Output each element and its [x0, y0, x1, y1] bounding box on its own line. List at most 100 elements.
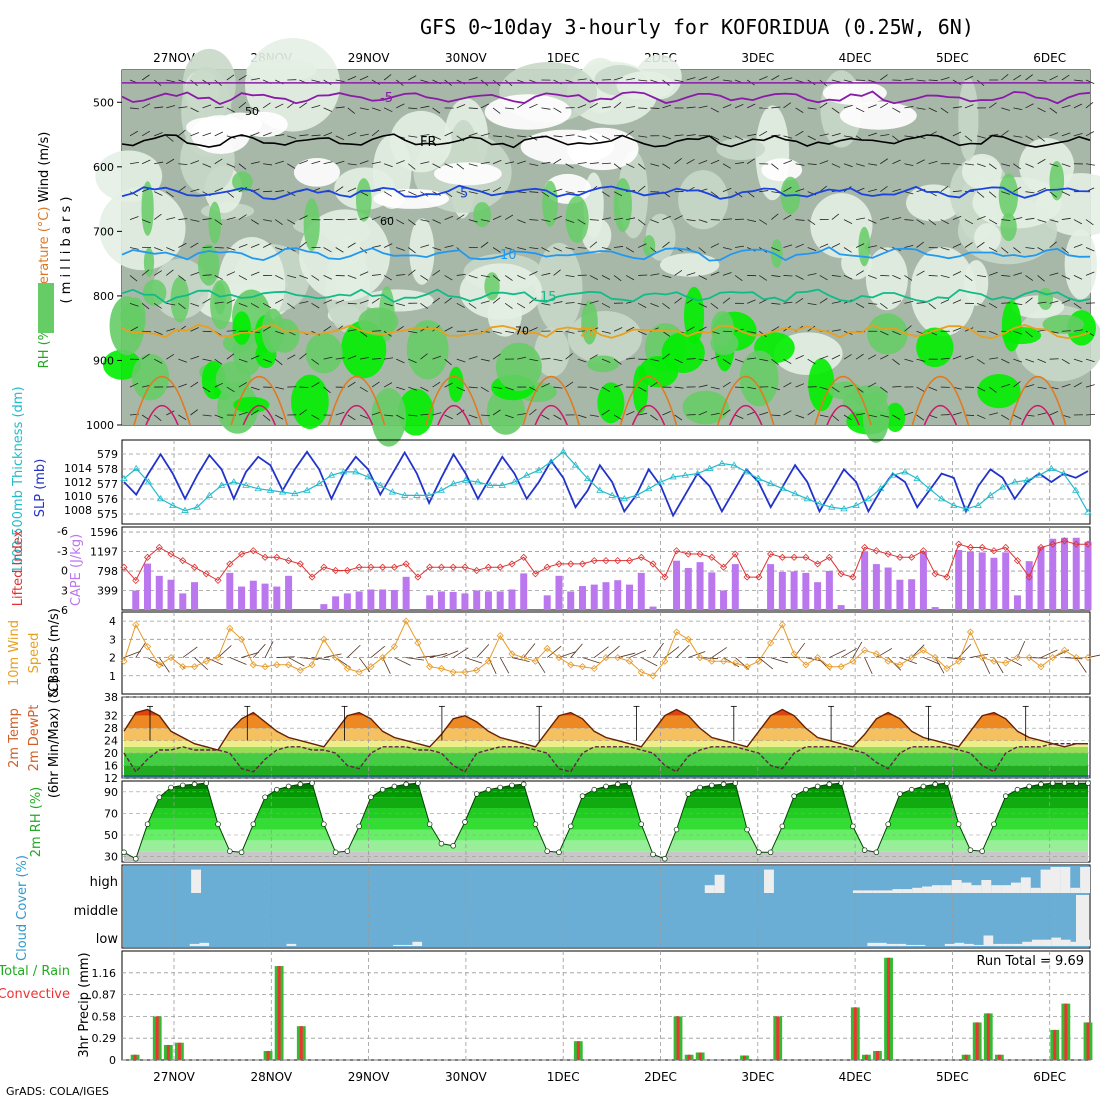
- rh-point: [191, 781, 198, 787]
- wind-barb: [880, 247, 889, 252]
- thickness-point: [645, 484, 653, 492]
- cape-bar: [1049, 538, 1057, 610]
- wind-barb: [129, 382, 139, 388]
- thickness-point: [510, 478, 519, 485]
- wind-speed-point: [731, 659, 739, 667]
- wind-barb: [420, 105, 430, 109]
- lifted-tick-label: 0: [61, 565, 68, 578]
- wind-barb: [347, 107, 356, 114]
- precip-convective-bar: [576, 1041, 580, 1060]
- wind-barb: [347, 132, 357, 137]
- wind-barb: [275, 330, 284, 335]
- wind-speed-point: [1049, 653, 1057, 662]
- lifted-point: [1049, 540, 1057, 548]
- thickness-point: [937, 495, 946, 502]
- cape-bar: [449, 591, 457, 610]
- precip-convective-bar: [166, 1044, 170, 1060]
- wind-barb: [1049, 272, 1059, 276]
- lifted-point: [367, 563, 375, 571]
- wind-barb: [250, 161, 260, 165]
- lifted-point: [355, 563, 363, 571]
- thickness-point: [864, 495, 873, 502]
- rh-region: [678, 170, 729, 230]
- cloud-high-bar: [852, 890, 863, 893]
- wind-speed-point: [602, 653, 610, 662]
- wind-barb: [178, 106, 188, 109]
- axis-label: 2m Temp: [7, 708, 22, 768]
- wind-barb: [299, 275, 309, 279]
- axis-label-part: (6hr Min/Max) (°C): [47, 678, 62, 798]
- wind-barb: [238, 102, 247, 109]
- wind-barb: [505, 161, 515, 165]
- wind-barb: [517, 160, 526, 165]
- rh-point: [791, 793, 797, 799]
- wind-barb: [214, 358, 223, 365]
- rh-region: [131, 353, 170, 401]
- wind-barb: [650, 163, 660, 167]
- wind-barb: [650, 381, 659, 388]
- wind-barb: [570, 643, 583, 658]
- wind-barb: [928, 275, 938, 277]
- wind-barb: [1001, 302, 1011, 304]
- y-tick-label: 4: [109, 615, 116, 628]
- thickness-tick-label: 575: [97, 508, 118, 521]
- wind-speed-point: [861, 646, 869, 654]
- wind-barb: [952, 327, 962, 332]
- wind-barb: [178, 163, 188, 166]
- wind-barb: [359, 300, 369, 304]
- lifted-point: [179, 557, 187, 565]
- wind-barb: [383, 243, 393, 248]
- wind-barb: [831, 163, 841, 168]
- wind-speed-point: [661, 657, 669, 665]
- wind-speed-point: [637, 668, 645, 676]
- rh-region: [390, 110, 452, 173]
- slp-tick-label: 1012: [64, 476, 92, 489]
- wind-speed-point: [1013, 653, 1022, 662]
- wind-barb: [492, 186, 502, 193]
- wind-barb: [613, 275, 622, 282]
- wind-barb: [613, 217, 624, 220]
- cloud-high-bar: [1020, 877, 1031, 893]
- wind-barb: [807, 302, 817, 306]
- wind-barb: [698, 326, 707, 332]
- wind-barb: [529, 409, 537, 416]
- rh-region: [1000, 213, 1017, 242]
- wind-barb: [565, 381, 574, 388]
- slp-tick-label: 1010: [64, 490, 92, 503]
- rh-point: [180, 782, 186, 789]
- wind-barb: [492, 215, 502, 220]
- wind-barb: [262, 132, 272, 137]
- thickness-point: [413, 491, 421, 498]
- thickness-point: [974, 501, 982, 508]
- wind-barb: [807, 409, 816, 416]
- rh-region: [770, 238, 783, 268]
- wind-barb: [311, 382, 320, 388]
- wind-barb: [166, 328, 175, 332]
- cape-bar: [614, 580, 622, 610]
- wind-barb: [771, 106, 781, 109]
- wind-barb: [807, 247, 817, 252]
- wind-barb: [928, 219, 937, 226]
- wind-barb: [553, 135, 563, 138]
- wind-barb: [480, 414, 490, 417]
- wind-barb: [1025, 358, 1035, 363]
- bottom-date-label: 28NOV: [250, 1070, 292, 1084]
- precip-convective-bar: [975, 1022, 979, 1060]
- rh-region: [232, 171, 253, 193]
- wind-speed-point: [484, 657, 493, 665]
- wind-barb: [589, 103, 598, 109]
- wind-barb: [1013, 217, 1023, 220]
- rh-region: [208, 201, 222, 244]
- wind-barb: [698, 76, 708, 81]
- thickness-point: [498, 481, 506, 488]
- wind-barb: [253, 643, 266, 658]
- wind-barb: [335, 357, 345, 360]
- cape-bar: [343, 593, 351, 610]
- wind-barb: [420, 219, 430, 222]
- wind-barb: [359, 75, 369, 81]
- wind-barb: [141, 130, 151, 137]
- wind-barb: [771, 163, 779, 170]
- wind-barb: [976, 241, 985, 248]
- cape-bar: [626, 584, 634, 610]
- wind-barb: [359, 160, 369, 165]
